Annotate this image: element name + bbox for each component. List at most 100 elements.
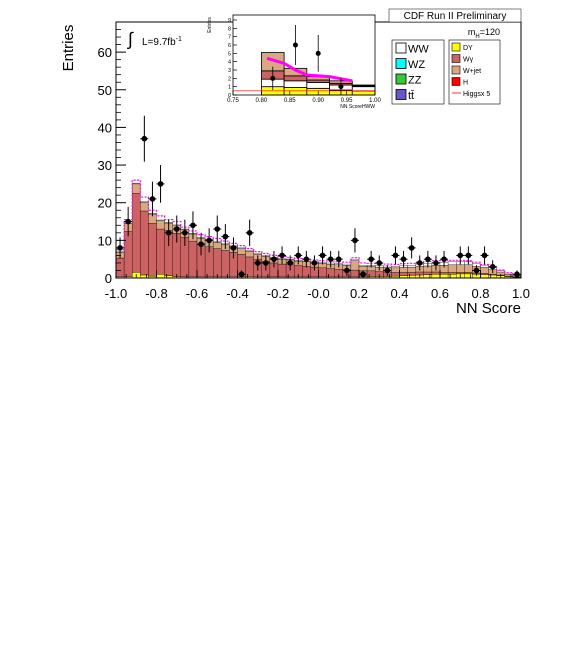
bar-wgamma-12	[213, 248, 222, 278]
bar-dy-39	[431, 274, 441, 279]
bar-wjet-43	[464, 264, 473, 273]
y-tick-label-1: 10	[98, 233, 112, 248]
inset-y-tick-label-9: 9	[228, 18, 231, 24]
data-point-25	[327, 256, 334, 262]
data-point-6	[173, 226, 180, 232]
y-tick-label-4: 40	[98, 120, 112, 135]
inset-y-tick-label-2: 2	[228, 76, 231, 82]
inset-x-axis-label: NN ScoreHWW	[340, 104, 375, 110]
bar-dy-45	[480, 274, 489, 279]
inset-plot-frame	[232, 14, 376, 96]
main-y-axis-label: Entries	[60, 25, 77, 72]
legend-label-1: Wγ	[463, 57, 474, 64]
x-tick-label-2: -0.6	[186, 286, 208, 301]
data-point-43	[481, 252, 488, 259]
bar-ww-2	[132, 182, 141, 185]
legend-label-zz: ZZ	[408, 75, 422, 87]
header-title: CDF Run II Preliminary	[404, 11, 507, 22]
legend-label-ww: WW	[408, 44, 429, 56]
inset-bar-dy-4	[351, 90, 376, 96]
bar-ww-47	[496, 270, 505, 273]
inset-x-tick-label-4: 0.95	[341, 98, 353, 104]
legend-swatch-wjet	[451, 65, 461, 75]
bar-dy-43	[464, 273, 473, 279]
bar-dy-38	[423, 274, 433, 279]
luminosity-label: L=9.7fb-1	[142, 36, 182, 48]
bar-wgamma-9	[188, 240, 198, 278]
main-axes: -1.0 -0.8 -0.6 -0.4 -0.2 -0.0 0.2 0.4 0.6 0.8 1.00…	[98, 21, 530, 301]
bar-wgamma-1	[123, 231, 133, 277]
bar-wjet-41	[447, 264, 457, 273]
bar-ww-17	[253, 253, 262, 255]
bar-ww-28	[342, 263, 352, 266]
data-point-1	[125, 218, 131, 225]
integral-symbol: ∫	[126, 29, 134, 49]
inset-y-tick-label-4: 4	[228, 60, 231, 66]
inset-data-points	[270, 25, 344, 95]
data-point-10	[206, 237, 212, 244]
data-point-31	[376, 260, 383, 266]
inset-y-tick-label-8: 8	[228, 26, 231, 32]
data-point-12	[222, 233, 229, 240]
data-point-27	[344, 267, 350, 274]
data-point-29	[360, 271, 366, 278]
data-point-26	[335, 256, 342, 262]
x-tick-label-8: 0.6	[431, 286, 449, 301]
x-tick-label-10: 1.0	[512, 286, 530, 301]
legend-swatch-wgamma	[451, 54, 461, 63]
bar-wgamma-25	[318, 267, 327, 278]
legend-swatch-ttbar	[395, 89, 407, 100]
inset-data-point-3	[338, 84, 344, 90]
main-data-points	[116, 115, 521, 278]
inset-y-tick-label-7: 7	[228, 35, 231, 41]
y-tick-label-6: 60	[98, 45, 112, 60]
inset-x-tick-label-3: 0.90	[312, 98, 324, 104]
bar-wjet-48	[504, 274, 514, 277]
data-point-28	[352, 237, 358, 244]
data-point-19	[279, 252, 285, 259]
data-point-9	[198, 241, 204, 247]
bar-wgamma-5	[156, 228, 165, 275]
bar-wgamma-40	[439, 272, 449, 275]
bar-wjet-30	[358, 266, 368, 272]
bar-wgamma-29	[350, 269, 360, 278]
data-point-8	[190, 222, 196, 229]
data-point-21	[295, 252, 302, 259]
bar-wgamma-43	[464, 272, 473, 275]
legend-swatch-ww	[395, 42, 407, 54]
x-tick-label-0: -1.0	[105, 286, 127, 301]
data-point-41	[465, 252, 472, 259]
data-point-16	[254, 260, 261, 266]
bar-wjet-2	[132, 183, 141, 194]
bar-wjet-15	[237, 248, 246, 255]
inset-y-tick-label-5: 5	[228, 51, 231, 57]
inset-bar-dy-1	[283, 87, 308, 96]
bar-ww-15	[237, 247, 246, 249]
data-point-33	[392, 252, 399, 259]
y-tick-label-2: 20	[98, 196, 112, 211]
data-point-17	[263, 260, 269, 266]
data-point-22	[303, 256, 310, 262]
inset-x-tick-label-2: 0.85	[284, 98, 296, 104]
data-point-4	[157, 181, 164, 187]
bar-ww-41	[447, 261, 457, 265]
data-point-3	[149, 196, 156, 202]
bar-wjet-36	[407, 266, 416, 273]
legend-label-2: W+jet	[463, 68, 481, 75]
bar-dy-40	[439, 274, 449, 279]
bar-ww-3	[140, 201, 149, 203]
legend-label-ttbar: tt̄	[408, 90, 414, 102]
data-point-30	[368, 256, 374, 262]
main-higgs-x5-overlay	[115, 179, 521, 278]
bar-wgamma-31	[366, 270, 376, 277]
inset-x-tick-label-0: 0.75	[227, 98, 239, 104]
bar-wjet-42	[456, 264, 465, 273]
bar-wgamma-23	[302, 266, 311, 278]
inset-bar-wjet-4	[351, 84, 376, 87]
data-point-2	[141, 135, 148, 142]
data-point-34	[400, 256, 407, 262]
bar-wgamma-3	[140, 210, 149, 276]
x-tick-label-1: -0.8	[145, 286, 167, 301]
header-box	[388, 8, 522, 23]
